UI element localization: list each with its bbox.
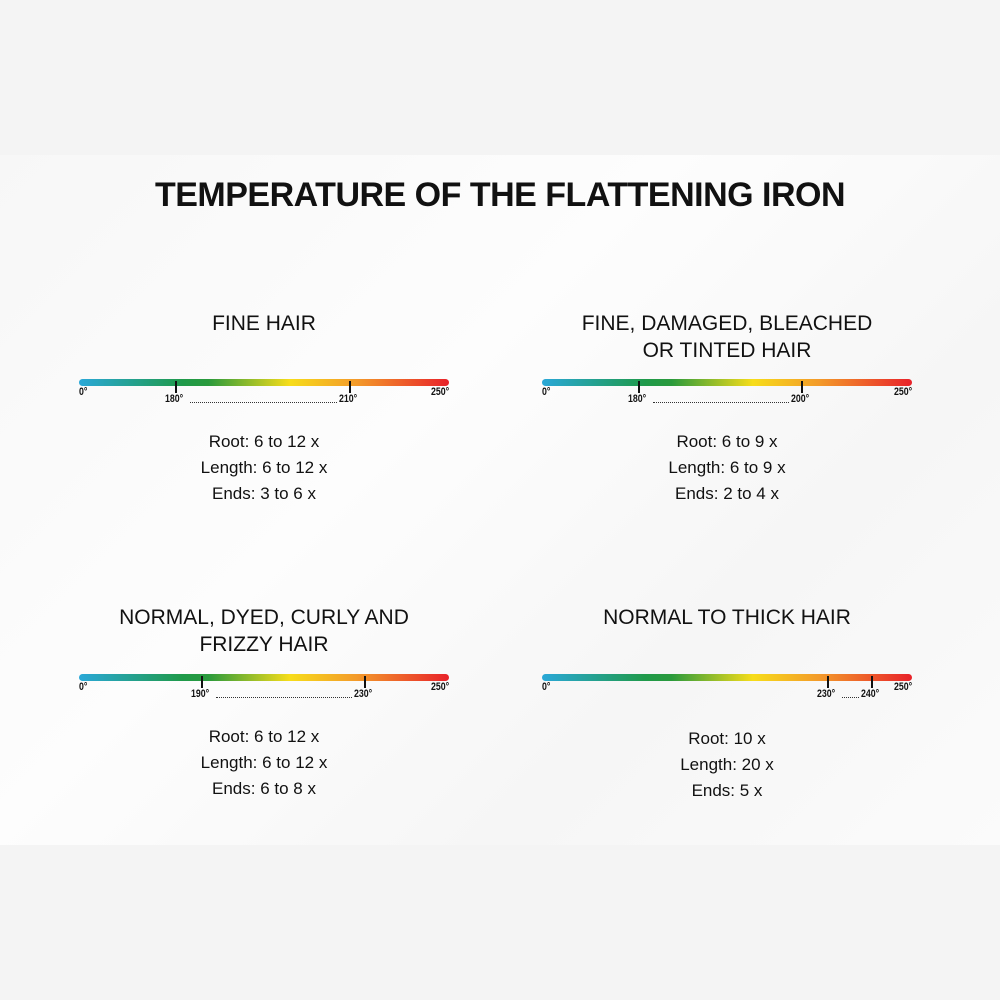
range-start-tick — [201, 676, 204, 688]
setting-line: Length: 6 to 12 x — [200, 458, 328, 477]
range-dotted-line — [841, 697, 860, 698]
page-title: TEMPERATURE OF THE FLATTENING IRON — [154, 176, 846, 214]
range-end-tick — [349, 381, 352, 393]
scale-max-label: 250° — [894, 386, 913, 398]
temperature-gradient-bar — [542, 379, 912, 386]
panel-heading: NORMAL, DYED, CURLY AND FRIZZY HAIR — [119, 606, 409, 656]
range-start-label: 190° — [191, 688, 210, 700]
scale-max-label: 250° — [431, 681, 450, 693]
range-end-label: 230° — [353, 688, 373, 700]
range-start-tick — [638, 381, 641, 393]
temperature-gradient-bar — [79, 379, 449, 386]
background-band — [0, 155, 1000, 845]
range-dotted-line — [190, 402, 338, 403]
range-start-label: 230° — [816, 688, 836, 700]
temperature-gradient-bar — [79, 674, 449, 681]
setting-line: Ends: 3 to 6 x — [212, 484, 316, 503]
setting-line: Length: 20 x — [680, 755, 774, 774]
temperature-gradient-bar — [542, 674, 912, 681]
setting-line: Root: 6 to 9 x — [676, 432, 778, 451]
panel-heading: FINE HAIR — [212, 312, 316, 335]
range-dotted-line — [653, 402, 789, 403]
panel-heading: NORMAL TO THICK HAIR — [603, 606, 851, 629]
setting-line: Root: 6 to 12 x — [208, 432, 320, 451]
scale-min-label: 0° — [542, 386, 551, 398]
setting-line: Root: 6 to 12 x — [208, 727, 320, 746]
scale-max-label: 250° — [894, 681, 913, 693]
range-end-tick — [363, 676, 366, 688]
setting-line: Ends: 6 to 8 x — [212, 779, 316, 798]
range-end-label: 200° — [791, 393, 810, 405]
setting-line: Ends: 2 to 4 x — [675, 484, 779, 503]
range-end-tick — [801, 381, 803, 393]
scale-min-label: 0° — [79, 386, 88, 398]
range-end-label: 210° — [339, 393, 358, 405]
panel-heading: FINE, DAMAGED, BLEACHED OR TINTED HAIR — [581, 312, 873, 362]
scale-min-label: 0° — [79, 681, 88, 693]
range-start-tick — [175, 381, 178, 393]
setting-line: Length: 6 to 12 x — [200, 753, 328, 772]
range-start-label: 180° — [628, 393, 647, 405]
setting-line: Ends: 5 x — [691, 781, 763, 800]
scale-max-label: 250° — [431, 386, 450, 398]
setting-line: Length: 6 to 9 x — [668, 458, 786, 477]
range-start-label: 180° — [165, 393, 184, 405]
range-start-tick — [826, 676, 829, 688]
range-end-label: 240° — [861, 688, 880, 700]
range-dotted-line — [216, 697, 352, 698]
scale-min-label: 0° — [542, 681, 551, 693]
setting-line: Root: 10 x — [688, 729, 766, 748]
range-end-tick — [871, 676, 874, 688]
